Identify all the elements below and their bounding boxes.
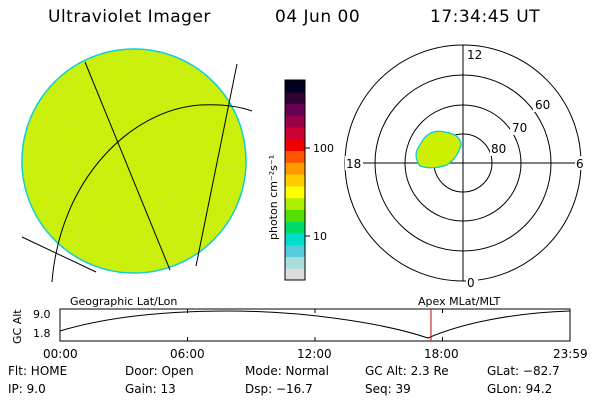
earth-disk [21, 48, 247, 274]
timeline-y-axis-label: GC Alt [11, 309, 24, 344]
timeline-xtick-1200: 12:00 [297, 347, 332, 361]
timeline-xtick-0000: 00:00 [43, 347, 78, 361]
seq-info: Seq: 39 [365, 382, 411, 396]
colorbar-segment [285, 80, 305, 93]
timeline-xtick-0600: 06:00 [170, 347, 205, 361]
mode-info: Mode: Normal [245, 364, 329, 378]
mlt-label-bg-right [575, 156, 587, 170]
colorbar-segment [285, 209, 305, 222]
mlt-label-bg-left [345, 156, 363, 170]
mlt-label-12: 12 [467, 48, 482, 62]
polar-grid [344, 44, 582, 282]
colorbar-segment [285, 127, 305, 140]
colorbar-segment [285, 185, 305, 199]
colorbar-frame [284, 79, 306, 281]
lat-label-70: 70 [512, 121, 527, 135]
colorbar-segment [285, 232, 305, 246]
gc-alt-info: GC Alt: 2.3 Re [365, 364, 449, 378]
instrument-title: Ultraviolet Imager [48, 7, 211, 27]
timeline-frame [59, 308, 571, 342]
colorbar-segment [285, 138, 305, 152]
timeline-ytick-9: 9.0 [33, 308, 51, 321]
mlt-label-bg-bottom [466, 276, 478, 290]
timeline-ticks [187, 309, 443, 341]
colorbar-segment [285, 150, 305, 163]
altitude-curve [59, 310, 571, 339]
gain-info: Gain: 13 [125, 382, 176, 396]
colorbar-segment [285, 115, 305, 128]
auroral-patch [415, 130, 462, 169]
timeline-xtick-1800: 18:00 [424, 347, 459, 361]
lat-label-60: 60 [535, 98, 550, 112]
colorbar-unit-label: photon cm⁻²s⁻¹ [267, 155, 280, 240]
door-info: Door: Open [125, 364, 194, 378]
timeline-ytick-1-8: 1.8 [33, 327, 51, 340]
colorbar-segment [285, 221, 305, 234]
timeline-right-label: Apex MLat/MLT [418, 295, 501, 308]
lat-label-80: 80 [491, 142, 506, 156]
colorbar-label-10: 10 [313, 230, 327, 243]
glon-info: GLon: 94.2 [487, 382, 553, 396]
mlt-label-18: 18 [346, 157, 361, 171]
geographic-grid-lines [21, 61, 253, 283]
colorbar-segment [285, 174, 305, 187]
timeline-left-label: Geographic Lat/Lon [70, 295, 177, 308]
colorbar-segment [285, 91, 305, 105]
date-label: 04 Jun 00 [275, 7, 361, 27]
colorbar-segment [285, 244, 305, 257]
glat-info: GLat: −82.7 [487, 364, 560, 378]
lat-label-bg-70 [510, 121, 530, 135]
colorbar-segment [285, 256, 305, 269]
colorbar-segment [285, 162, 305, 175]
lat-label-bg-60 [533, 98, 553, 112]
colorbar-label-100: 100 [313, 142, 334, 155]
colorbar [285, 80, 305, 281]
ip-info: IP: 9.0 [8, 382, 46, 396]
dsp-info: Dsp: −16.7 [245, 382, 313, 396]
mlt-label-6: 6 [576, 157, 584, 171]
mlt-label-0: 0 [467, 276, 475, 290]
filter-info: Flt: HOME [8, 364, 68, 378]
lat-label-bg-80 [490, 142, 510, 156]
time-label: 17:34:45 UT [430, 7, 541, 27]
timeline-xtick-2359: 23:59 [553, 347, 588, 361]
colorbar-segment [285, 103, 305, 116]
colorbar-segment [285, 197, 305, 210]
mlt-label-bg-top [466, 48, 484, 62]
colorbar-segment [285, 268, 305, 281]
